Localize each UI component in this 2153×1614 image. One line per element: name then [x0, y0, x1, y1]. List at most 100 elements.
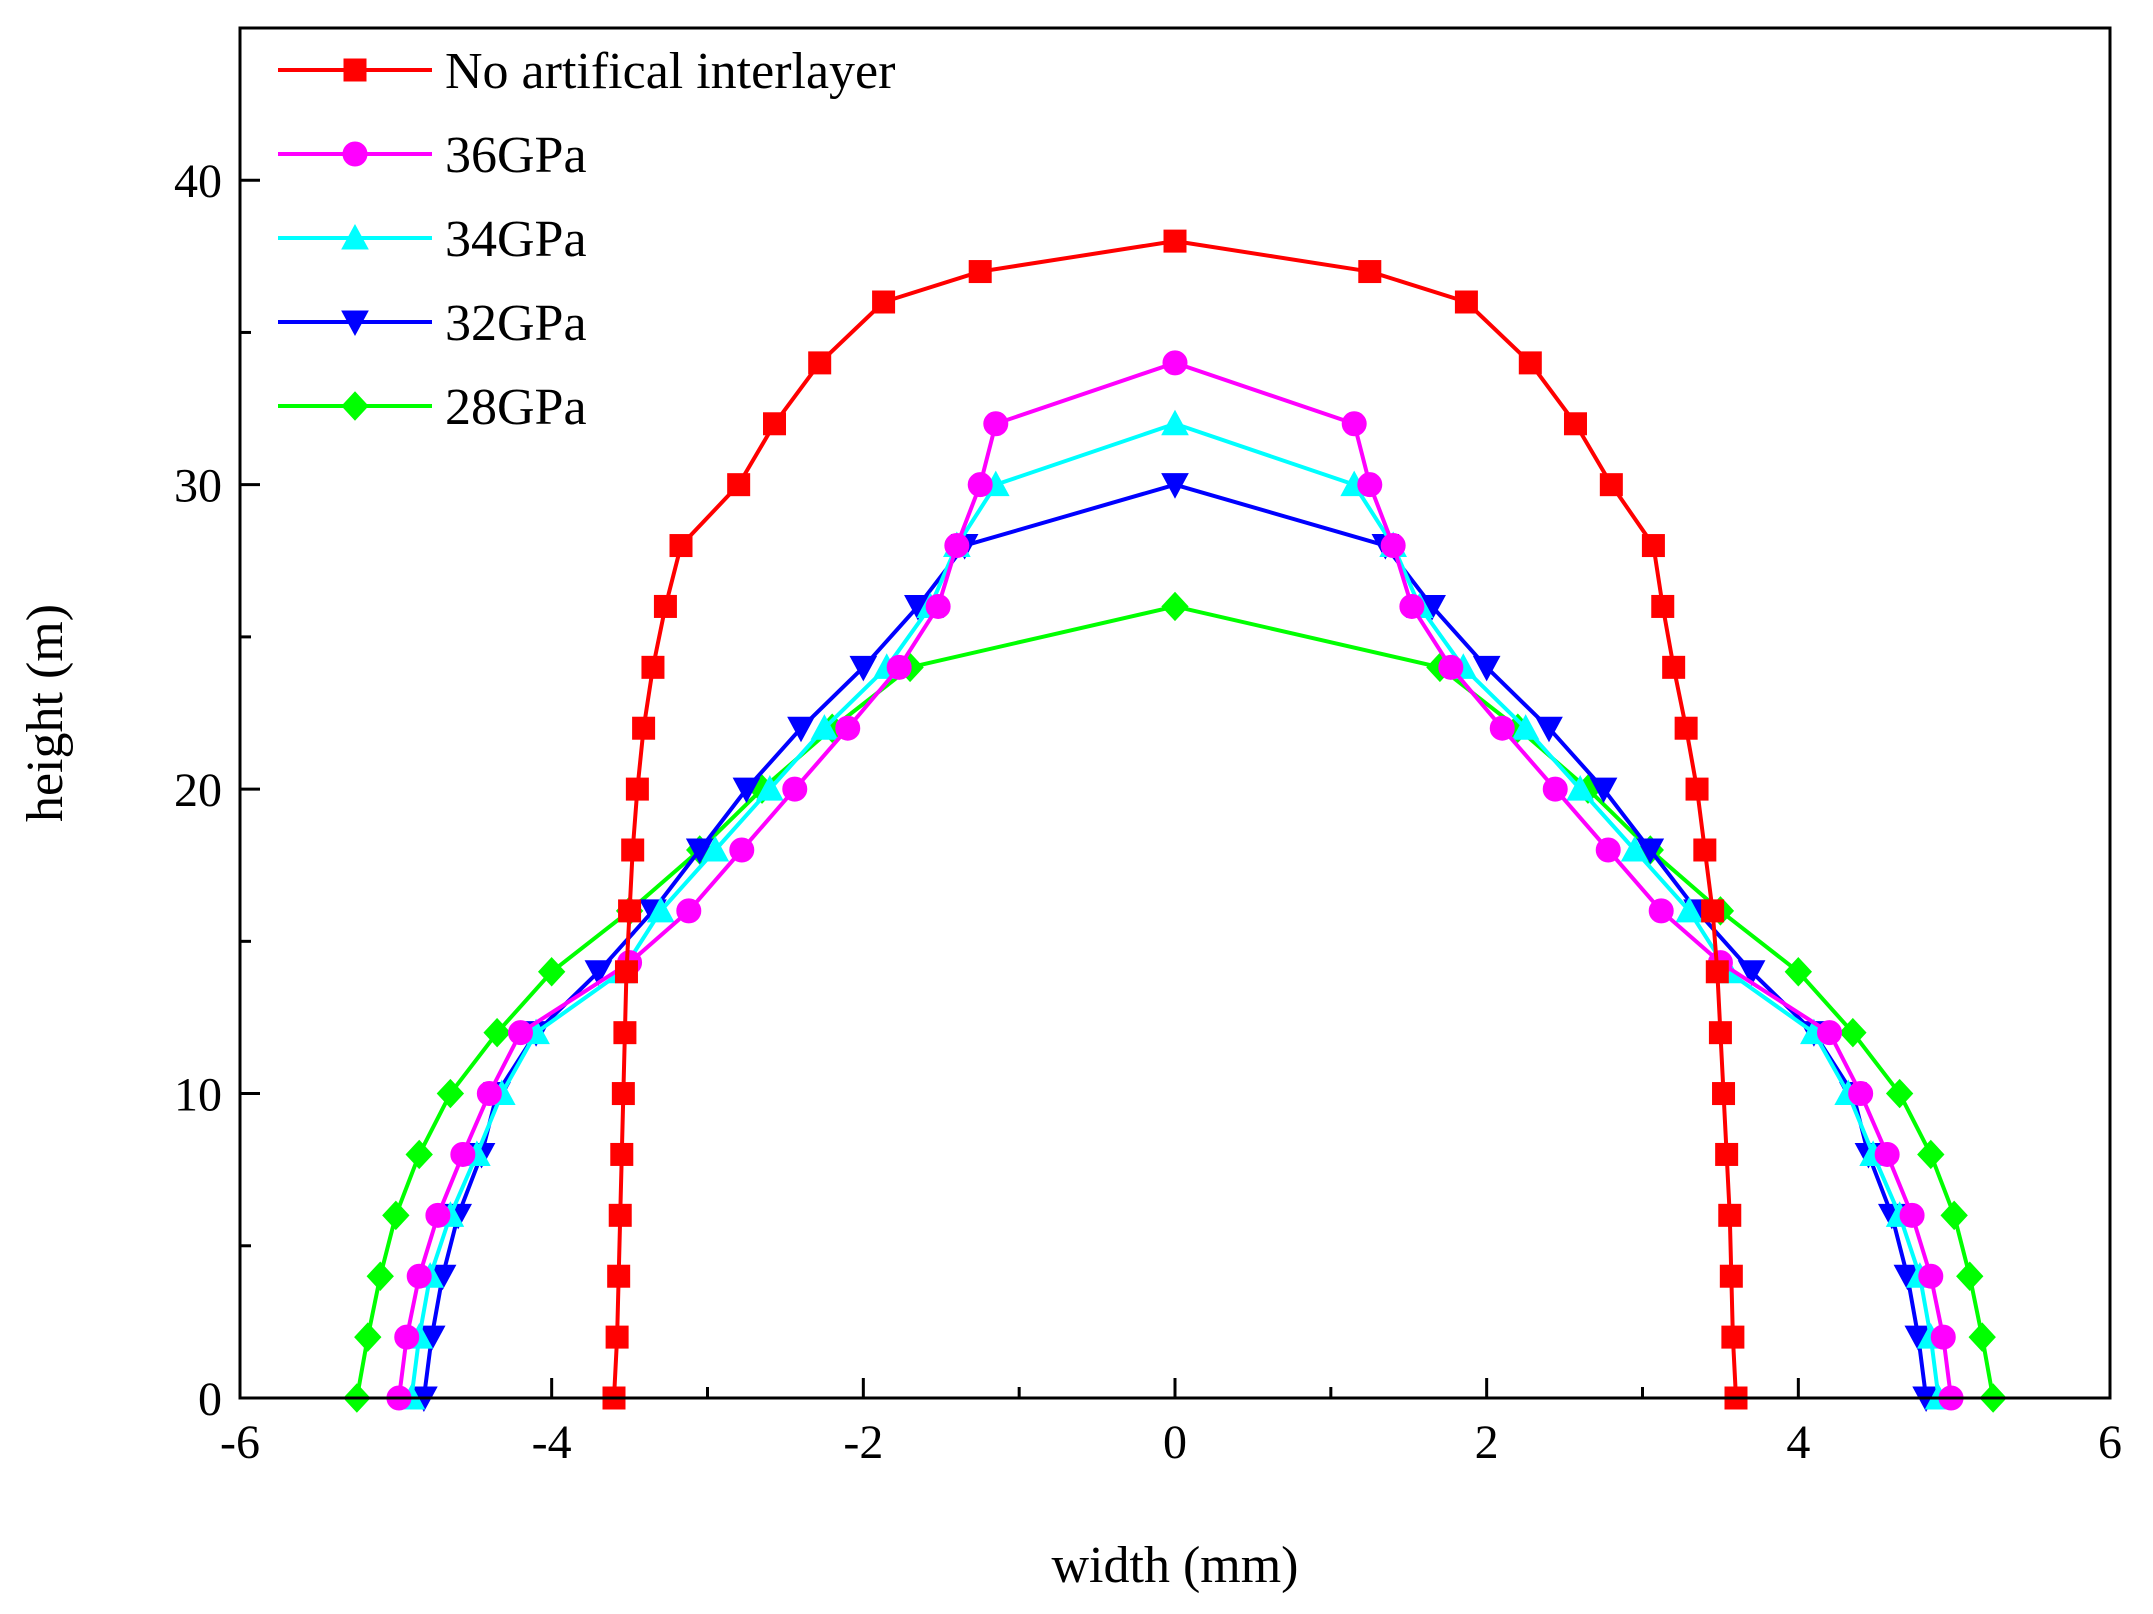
legend-marker	[341, 391, 369, 421]
data-point	[782, 776, 808, 802]
series-36gpa	[386, 350, 1964, 1411]
data-point	[632, 716, 656, 740]
data-point	[1885, 1078, 1914, 1109]
y-tick-label: 30	[174, 460, 222, 513]
data-point	[1161, 591, 1189, 622]
data-point	[621, 838, 645, 862]
data-point	[701, 835, 730, 862]
data-point	[1620, 835, 1649, 862]
data-point	[727, 473, 751, 497]
data-point	[1737, 960, 1766, 986]
data-point	[849, 655, 878, 682]
data-point	[1563, 412, 1587, 436]
data-point	[1784, 957, 1813, 987]
data-point	[787, 716, 815, 743]
data-point	[1641, 534, 1665, 558]
data-point	[967, 472, 993, 498]
data-point	[1472, 655, 1501, 682]
data-point	[1636, 838, 1665, 865]
data-point	[1674, 716, 1698, 740]
legend: No artifical interlayer 36GPa 34GPa 32GPa 28…	[278, 43, 895, 436]
data-point	[968, 260, 992, 284]
y-tick-label: 40	[174, 155, 222, 208]
x-tick-label: 0	[1163, 1416, 1187, 1469]
data-point	[1930, 1324, 1956, 1350]
legend-label: 32GPa	[445, 295, 587, 352]
data-point	[641, 655, 665, 679]
tick-labels: -6 -4 -2 0 2 4 6 0 10 20 30 40	[174, 155, 2122, 1469]
data-point	[1163, 229, 1187, 253]
data-point	[1542, 776, 1568, 802]
data-point	[1662, 655, 1686, 679]
legend-marker	[342, 141, 368, 167]
data-point	[1161, 409, 1189, 436]
legend-item: 32GPa	[278, 295, 587, 352]
data-point	[436, 1078, 465, 1109]
data-point	[886, 654, 912, 680]
data-point	[1708, 1021, 1732, 1045]
data-point	[450, 1141, 476, 1167]
x-tick-label: 4	[1786, 1416, 1810, 1469]
y-tick-label: 10	[174, 1069, 222, 1122]
legend-item: 34GPa	[278, 211, 587, 268]
data-point	[1599, 473, 1623, 497]
data-point	[508, 1020, 533, 1046]
data-point	[611, 1082, 635, 1106]
data-point	[1648, 898, 1674, 924]
data-point	[1595, 837, 1621, 863]
data-point	[1685, 777, 1709, 801]
x-tick-label: 2	[1475, 1416, 1499, 1469]
data-point	[1489, 715, 1515, 741]
data-point	[625, 777, 649, 801]
data-point	[835, 715, 861, 741]
data-point	[1162, 350, 1188, 376]
data-point	[1715, 1142, 1739, 1166]
data-point	[537, 957, 566, 987]
data-point	[669, 534, 693, 558]
data-point	[618, 899, 642, 923]
data-point	[810, 714, 839, 740]
data-point	[1918, 1263, 1944, 1289]
data-point	[983, 411, 1009, 437]
data-point	[1518, 351, 1542, 375]
x-tick-label: -4	[532, 1416, 572, 1469]
data-point	[366, 1261, 394, 1291]
x-tick-label: -2	[843, 1416, 883, 1469]
data-point	[607, 1264, 631, 1288]
data-point	[763, 412, 787, 436]
data-point	[1675, 896, 1704, 923]
data-point	[1874, 1141, 1900, 1167]
data-point	[1940, 1200, 1968, 1231]
data-point	[425, 1202, 451, 1228]
data-point	[405, 1139, 433, 1170]
x-axis-title: width (mm)	[1052, 1537, 1299, 1594]
data-point	[1511, 714, 1540, 740]
data-point	[1454, 290, 1478, 314]
data-point	[1701, 899, 1725, 923]
data-point	[1535, 716, 1563, 743]
data-point	[354, 1322, 382, 1352]
data-point	[1161, 473, 1189, 499]
legend-marker	[343, 58, 367, 82]
data-point	[584, 960, 613, 986]
data-point	[1848, 1081, 1874, 1107]
data-point	[614, 960, 638, 984]
x-tick-label: 6	[2098, 1416, 2122, 1469]
plot-frame	[238, 26, 2112, 1400]
data-point	[1917, 1139, 1945, 1170]
data-point	[1899, 1202, 1925, 1228]
data-point	[1712, 1082, 1736, 1106]
data-point	[732, 777, 761, 804]
legend-label: 34GPa	[445, 211, 587, 268]
legend-item: 36GPa	[278, 127, 587, 184]
data-point	[476, 1081, 502, 1107]
data-point	[483, 1017, 511, 1048]
data-point	[610, 1142, 634, 1166]
data-point	[1718, 1203, 1742, 1227]
legend-marker	[341, 310, 369, 337]
data-point	[1693, 838, 1717, 862]
data-point	[1438, 654, 1464, 680]
y-axis-title: height (m)	[17, 604, 74, 822]
data-point	[1721, 1325, 1745, 1349]
